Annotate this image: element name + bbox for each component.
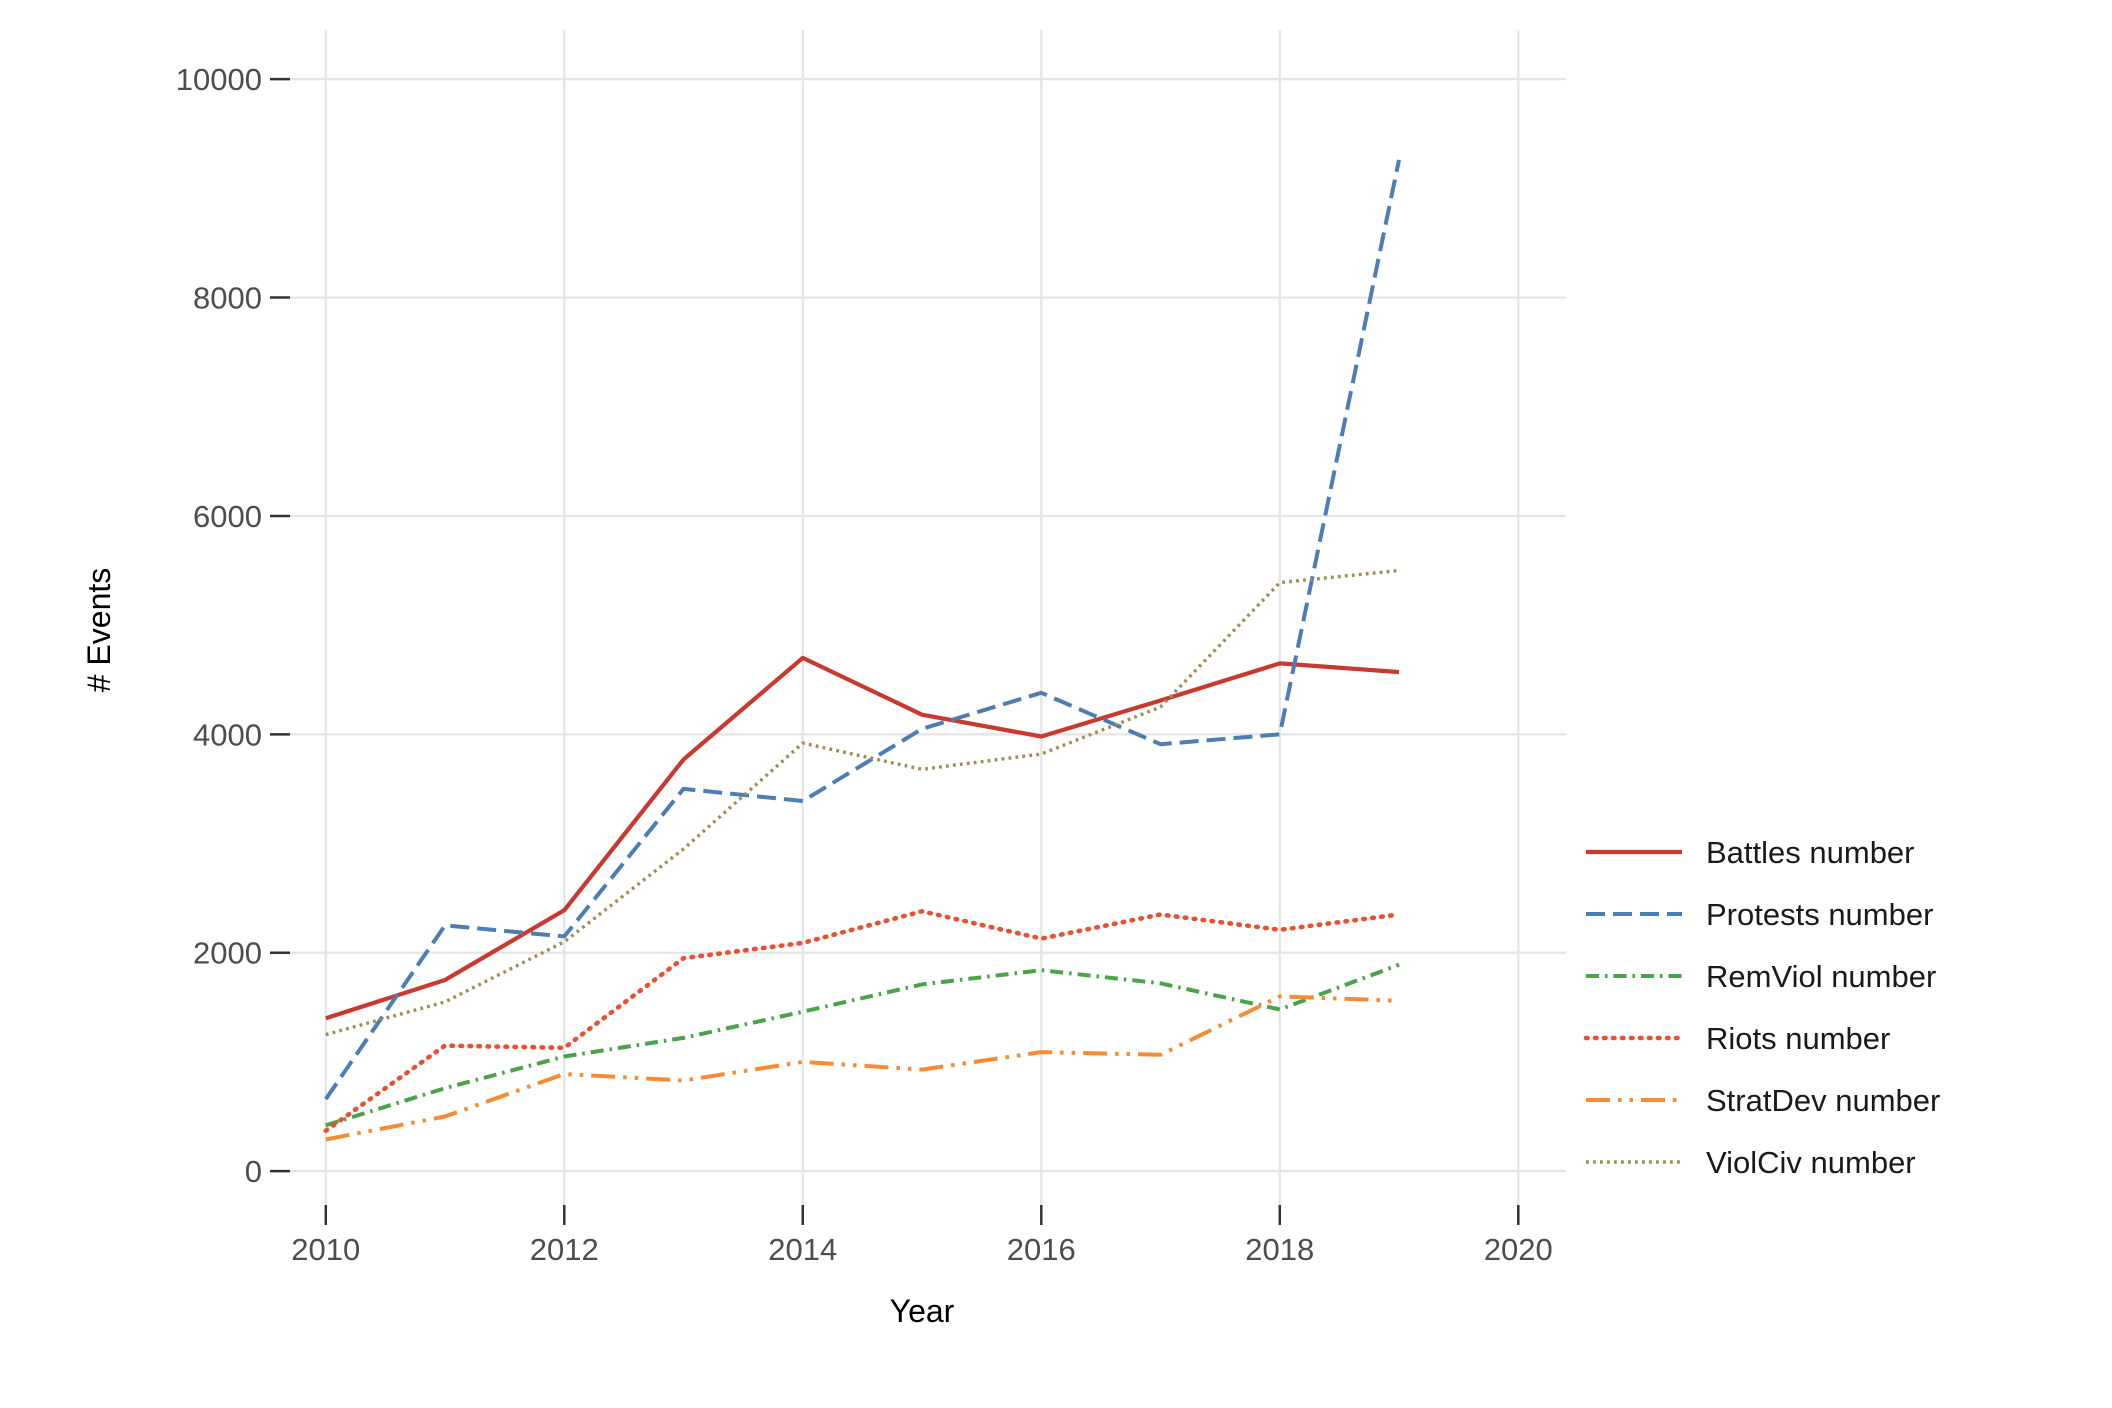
legend-label-protests: Protests number [1706,897,1933,932]
legend-label-riots: Riots number [1706,1021,1890,1056]
gridlines [290,30,1566,1205]
legend-entry-riots: Riots number [1583,1021,1890,1056]
y-tick-label: 8000 [193,281,262,316]
legend-label-stratdev: StratDev number [1706,1083,1940,1118]
series-line-protests [324,159,1401,1101]
series-line-stratdev [325,994,1400,1142]
x-tick-label: 2010 [291,1232,360,1267]
legend-label-remviol: RemViol number [1706,959,1936,994]
y-tick-label: 0 [245,1154,262,1189]
legend-label-battles: Battles number [1706,835,1915,870]
legend-entry-battles: Battles number [1586,835,1915,870]
legend-label-violciv: ViolCiv number [1706,1145,1916,1180]
x-tick-label: 2014 [768,1232,837,1267]
legend-entry-protests: Protests number [1586,897,1933,932]
x-tick-label: 2020 [1484,1232,1553,1267]
series-line-violciv [325,568,1400,1037]
x-axis-title: Year [890,1293,955,1329]
y-tick-label: 6000 [193,499,262,534]
legend-entry-stratdev: StratDev number [1586,1083,1940,1118]
series-line-battles [325,655,1400,1021]
y-tick-label: 4000 [193,717,262,752]
y-tick-label: 10000 [176,62,262,97]
legend-entry-remviol: RemViol number [1586,959,1936,994]
series-line-riots [323,908,1402,1133]
legend-entry-violciv: ViolCiv number [1586,1145,1916,1180]
y-axis-title: # Events [81,568,117,693]
x-tick-label: 2016 [1007,1232,1076,1267]
x-tick-label: 2012 [530,1232,599,1267]
series-line-remviol [325,962,1400,1128]
series-lines [323,159,1402,1142]
axis-ticks [270,77,1520,1225]
x-tick-label: 2018 [1245,1232,1314,1267]
y-tick-label: 2000 [193,936,262,971]
legend: Battles number Protests number RemViol num… [1583,835,1940,1180]
axis-tick-labels: 0 2000 4000 6000 8000 10000 2010 2012 2014 2016 20… [176,62,1553,1267]
